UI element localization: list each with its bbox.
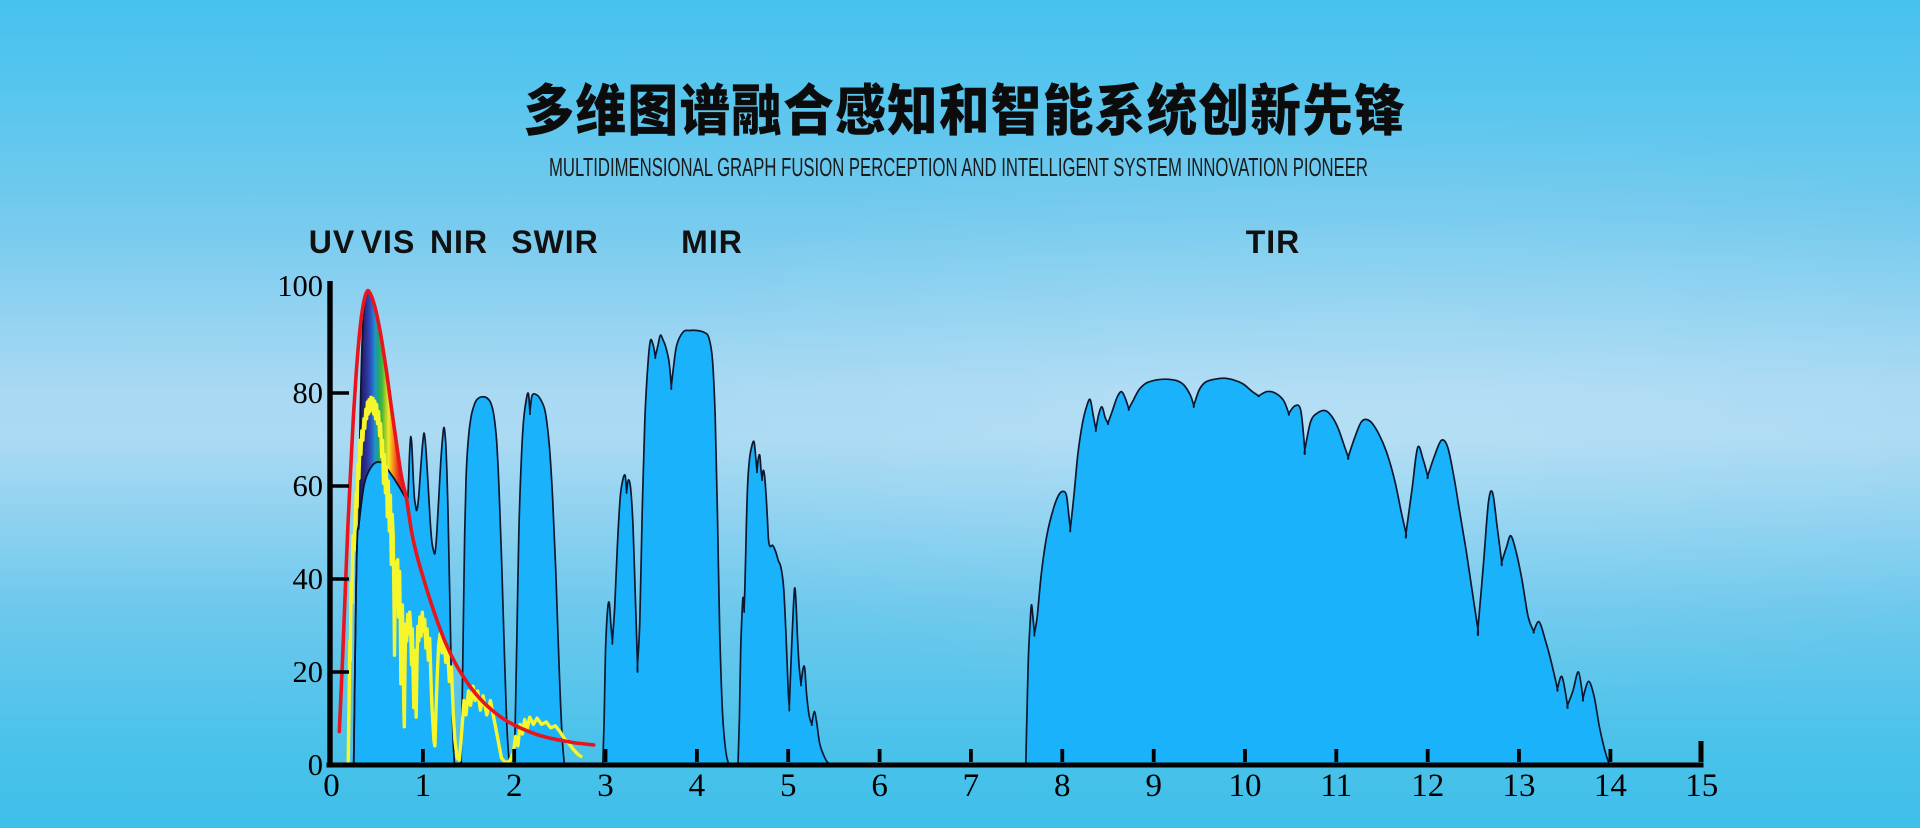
svg-text:UV: UV — [309, 224, 355, 260]
svg-text:VIS: VIS — [361, 224, 416, 260]
svg-text:13: 13 — [1503, 768, 1536, 804]
svg-text:60: 60 — [293, 469, 324, 503]
svg-text:MULTIDIMENSIONAL GRAPH FUSION: MULTIDIMENSIONAL GRAPH FUSION PERCEPTION… — [549, 152, 1368, 182]
svg-text:80: 80 — [293, 376, 324, 410]
svg-text:14: 14 — [1594, 768, 1627, 804]
svg-text:100: 100 — [277, 269, 323, 303]
svg-text:11: 11 — [1320, 768, 1352, 804]
svg-text:8: 8 — [1054, 768, 1071, 804]
svg-text:9: 9 — [1145, 768, 1162, 804]
svg-text:2: 2 — [506, 768, 523, 804]
svg-text:TIR: TIR — [1246, 224, 1301, 260]
svg-text:6: 6 — [871, 768, 888, 804]
svg-text:20: 20 — [293, 655, 324, 689]
svg-text:1: 1 — [415, 768, 432, 804]
svg-text:10: 10 — [1229, 768, 1262, 804]
svg-text:40: 40 — [293, 562, 324, 596]
svg-text:4: 4 — [689, 768, 706, 804]
svg-text:NIR: NIR — [430, 224, 488, 260]
svg-text:5: 5 — [780, 768, 797, 804]
svg-text:3: 3 — [597, 768, 614, 804]
svg-text:0: 0 — [308, 748, 323, 782]
svg-text:SWIR: SWIR — [511, 224, 599, 260]
svg-text:7: 7 — [963, 768, 980, 804]
svg-text:0: 0 — [323, 768, 340, 804]
svg-text:MIR: MIR — [681, 224, 743, 260]
svg-text:12: 12 — [1411, 768, 1444, 804]
svg-text:15: 15 — [1685, 768, 1718, 804]
